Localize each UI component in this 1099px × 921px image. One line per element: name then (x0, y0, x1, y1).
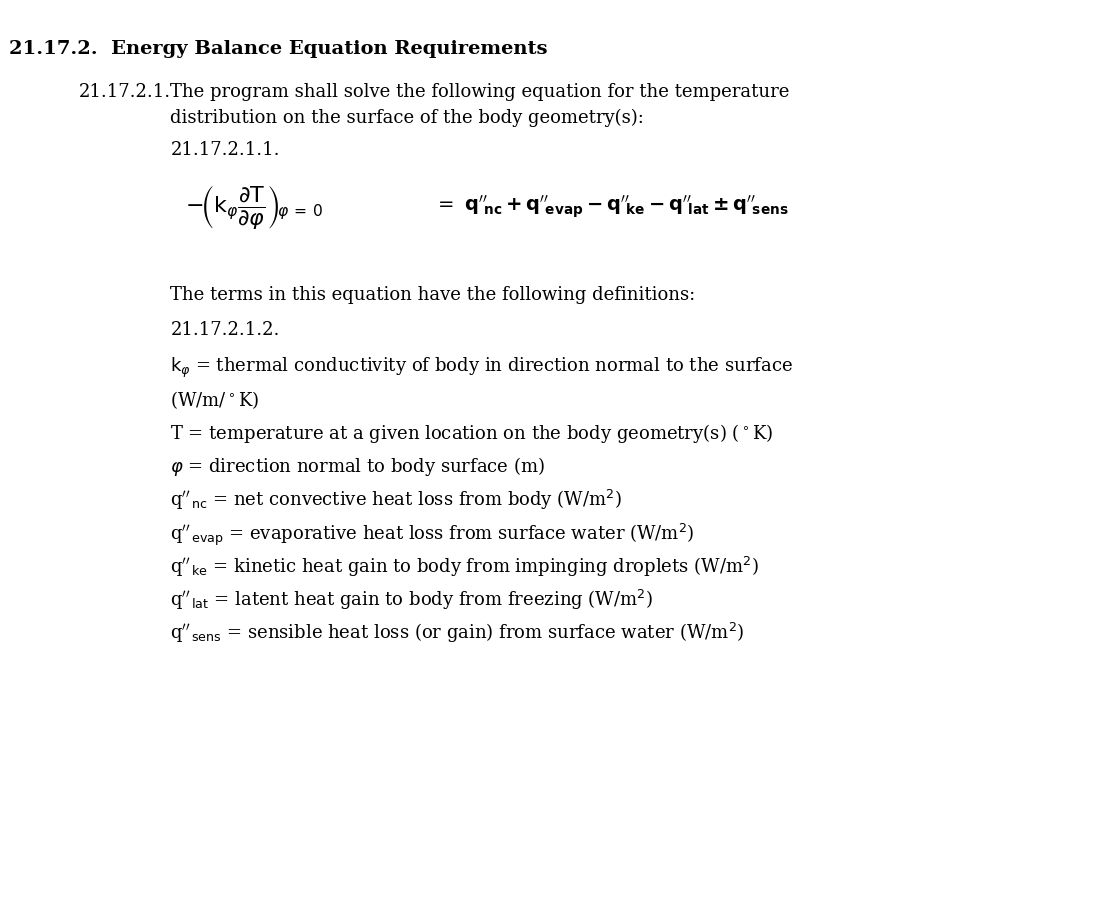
Text: The terms in this equation have the following definitions:: The terms in this equation have the foll… (170, 286, 696, 304)
Text: 21.17.2.  Energy Balance Equation Requirements: 21.17.2. Energy Balance Equation Require… (9, 40, 547, 58)
Text: q$''_{\,\mathrm{sens}}$ = sensible heat loss (or gain) from surface water (W/m$^: q$''_{\,\mathrm{sens}}$ = sensible heat … (170, 621, 744, 645)
Text: 21.17.2.1.2.: 21.17.2.1.2. (170, 321, 280, 339)
Text: $\varphi$ = direction normal to body surface (m): $\varphi$ = direction normal to body sur… (170, 455, 545, 478)
Text: q$''_{\,\mathrm{lat}}$ = latent heat gain to body from freezing (W/m$^2$): q$''_{\,\mathrm{lat}}$ = latent heat gai… (170, 588, 653, 612)
Text: $=\ \mathbf{q''\!_{nc} + q''\!_{evap} - q''\!_{ke} - q''\!_{lat} \pm q''\!_{sens: $=\ \mathbf{q''\!_{nc} + q''\!_{evap} - … (434, 194, 789, 220)
Text: 21.17.2.1.: 21.17.2.1. (79, 83, 171, 101)
Text: q$''_{\,\mathrm{ke}}$ = kinetic heat gain to body from impinging droplets (W/m$^: q$''_{\,\mathrm{ke}}$ = kinetic heat gai… (170, 554, 759, 578)
Text: The program shall solve the following equation for the temperature: The program shall solve the following eq… (170, 83, 790, 101)
Text: T = temperature at a given location on the body geometry(s) ($^\circ$K): T = temperature at a given location on t… (170, 422, 774, 445)
Text: (W/m/$^\circ$K): (W/m/$^\circ$K) (170, 389, 259, 411)
Text: $-\!\left(\mathrm{k}_\varphi\dfrac{\partial \mathrm{T}}{\partial\varphi}\right)_: $-\!\left(\mathrm{k}_\varphi\dfrac{\part… (185, 183, 323, 231)
Text: distribution on the surface of the body geometry(s):: distribution on the surface of the body … (170, 109, 644, 127)
Text: 21.17.2.1.1.: 21.17.2.1.1. (170, 141, 280, 159)
Text: q$''_{\,\mathrm{nc}}$ = net convective heat loss from body (W/m$^2$): q$''_{\,\mathrm{nc}}$ = net convective h… (170, 488, 622, 512)
Text: q$''_{\,\mathrm{evap}}$ = evaporative heat loss from surface water (W/m$^2$): q$''_{\,\mathrm{evap}}$ = evaporative he… (170, 521, 695, 548)
Text: $\mathrm{k}_\varphi$ = thermal conductivity of body in direction normal to the s: $\mathrm{k}_\varphi$ = thermal conductiv… (170, 356, 793, 379)
